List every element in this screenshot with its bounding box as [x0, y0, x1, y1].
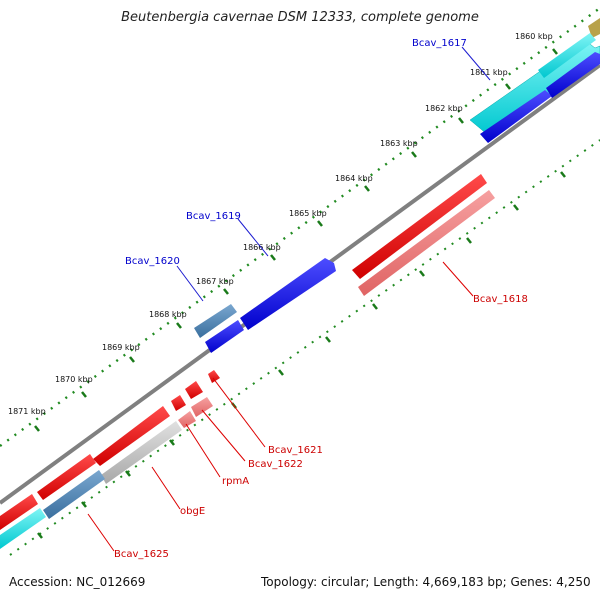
- genome-summary-text: Topology: circular; Length: 4,669,183 bp…: [261, 575, 591, 589]
- cds-feature-blue-upper: [546, 52, 600, 98]
- gene-label-bcav-1622[interactable]: Bcav_1622: [248, 459, 303, 470]
- cds-feature-bcav-1619: [240, 258, 336, 330]
- kbp-label: 1868 kbp: [149, 310, 187, 319]
- gene-feature-cyan-upper: [538, 33, 596, 78]
- gene-label-bcav-1617[interactable]: Bcav_1617: [412, 38, 467, 49]
- kbp-label: 1864 kbp: [335, 174, 373, 183]
- gene-feature-bcav-1622: [191, 397, 213, 417]
- outer-major-ticks: [34, 48, 558, 432]
- gene-feature-bcav-1617-cyan: [469, 39, 600, 136]
- cds-feature-rpma: [171, 395, 186, 411]
- blue-leader-lines: [176, 46, 491, 302]
- cds-feature-bcav-1621: [208, 370, 220, 383]
- pseudo-feature-bcav-1625: [43, 470, 105, 519]
- accession-text: Accession: NC_012669: [9, 575, 146, 589]
- cds-feature-red-edge: [0, 494, 38, 530]
- kbp-label: 1869 kbp: [102, 343, 140, 352]
- kbp-label: 1863 kbp: [380, 139, 418, 148]
- gene-feature-rpma: [178, 411, 196, 428]
- cds-feature-bcav-1620: [205, 320, 244, 353]
- cds-feature-bcav-1622: [185, 381, 203, 399]
- kbp-label: 1865 kbp: [289, 209, 327, 218]
- genome-title: Beutenbergia cavernae DSM 12333, complet…: [121, 10, 479, 25]
- pseudo-feature-bcav-1620: [194, 304, 237, 338]
- kbp-label: 1860 kbp: [515, 32, 553, 41]
- gene-label-bcav-1620[interactable]: Bcav_1620: [125, 256, 180, 267]
- kbp-label: 1861 kbp: [470, 68, 508, 77]
- cds-feature-obge: [93, 406, 170, 466]
- cds-feature-red-left: [37, 454, 96, 500]
- kbp-label: 1871 kbp: [8, 407, 46, 416]
- cds-feature-bcav-1618: [352, 174, 487, 279]
- gene-feature-olive: [588, 18, 600, 38]
- kbp-label: 1870 kbp: [55, 375, 93, 384]
- kbp-label: 1866 kbp: [243, 243, 281, 252]
- inner-major-ticks: [37, 171, 566, 539]
- gene-label-obge[interactable]: obgE: [180, 506, 205, 517]
- inner-dotted-ring: [9, 139, 600, 556]
- gene-label-bcav-1618[interactable]: Bcav_1618: [473, 294, 528, 305]
- rna-feature-obge: [101, 421, 182, 484]
- gene-label-bcav-1619[interactable]: Bcav_1619: [186, 211, 241, 222]
- gene-label-rpma[interactable]: rpmA: [222, 476, 249, 487]
- gene-feature-cyan-edge: [0, 508, 46, 549]
- gene-label-bcav-1621[interactable]: Bcav_1621: [268, 445, 323, 456]
- red-leader-lines: [87, 261, 474, 552]
- gene-feature-bcav-1618: [358, 190, 495, 296]
- gene-label-bcav-1625[interactable]: Bcav_1625: [114, 549, 169, 560]
- kbp-label: 1867 kbp: [196, 277, 234, 286]
- cds-feature-bcav-1617: [480, 90, 552, 143]
- kbp-label: 1862 kbp: [425, 104, 463, 113]
